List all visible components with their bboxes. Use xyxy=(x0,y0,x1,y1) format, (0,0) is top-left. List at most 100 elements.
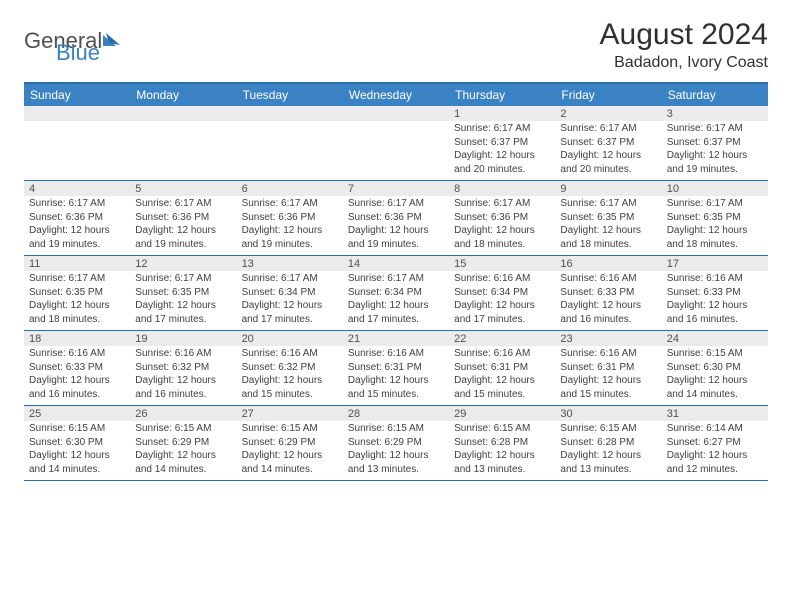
dow-tuesday: Tuesday xyxy=(237,84,343,106)
dow-thursday: Thursday xyxy=(449,84,555,106)
sunrise-text: Sunrise: 6:17 AM xyxy=(135,197,231,211)
day-number xyxy=(343,106,449,121)
sunrise-text: Sunrise: 6:15 AM xyxy=(348,422,444,436)
location: Badadon, Ivory Coast xyxy=(600,54,768,72)
day-number: 17 xyxy=(662,256,768,271)
day-cell xyxy=(237,121,343,180)
day-cell: Sunrise: 6:17 AMSunset: 6:37 PMDaylight:… xyxy=(449,121,555,180)
day-cell: Sunrise: 6:16 AMSunset: 6:31 PMDaylight:… xyxy=(449,346,555,405)
sunset-text: Sunset: 6:31 PM xyxy=(348,361,444,375)
day-number: 11 xyxy=(24,256,130,271)
day-cell xyxy=(130,121,236,180)
sunrise-text: Sunrise: 6:17 AM xyxy=(667,122,763,136)
dow-wednesday: Wednesday xyxy=(343,84,449,106)
sunrise-text: Sunrise: 6:17 AM xyxy=(667,197,763,211)
sunset-text: Sunset: 6:35 PM xyxy=(667,211,763,225)
day-number: 31 xyxy=(662,406,768,421)
day-cell: Sunrise: 6:16 AMSunset: 6:33 PMDaylight:… xyxy=(555,271,661,330)
sunset-text: Sunset: 6:35 PM xyxy=(560,211,656,225)
day-cell: Sunrise: 6:15 AMSunset: 6:28 PMDaylight:… xyxy=(449,421,555,480)
daylight-text: Daylight: 12 hours and 14 minutes. xyxy=(29,449,125,476)
sunrise-text: Sunrise: 6:16 AM xyxy=(560,347,656,361)
sunset-text: Sunset: 6:34 PM xyxy=(348,286,444,300)
day-number: 20 xyxy=(237,331,343,346)
daylight-text: Daylight: 12 hours and 18 minutes. xyxy=(560,224,656,251)
day-cell: Sunrise: 6:14 AMSunset: 6:27 PMDaylight:… xyxy=(662,421,768,480)
day-number: 26 xyxy=(130,406,236,421)
day-cell: Sunrise: 6:17 AMSunset: 6:34 PMDaylight:… xyxy=(237,271,343,330)
day-cell: Sunrise: 6:17 AMSunset: 6:37 PMDaylight:… xyxy=(555,121,661,180)
sunrise-text: Sunrise: 6:16 AM xyxy=(560,272,656,286)
day-number: 16 xyxy=(555,256,661,271)
day-number: 21 xyxy=(343,331,449,346)
sunrise-text: Sunrise: 6:17 AM xyxy=(560,197,656,211)
daylight-text: Daylight: 12 hours and 13 minutes. xyxy=(348,449,444,476)
day-cell: Sunrise: 6:17 AMSunset: 6:36 PMDaylight:… xyxy=(24,196,130,255)
day-number: 22 xyxy=(449,331,555,346)
sunrise-text: Sunrise: 6:16 AM xyxy=(348,347,444,361)
day-cell: Sunrise: 6:16 AMSunset: 6:31 PMDaylight:… xyxy=(555,346,661,405)
week-row: 18192021222324Sunrise: 6:16 AMSunset: 6:… xyxy=(24,331,768,406)
day-cell: Sunrise: 6:16 AMSunset: 6:33 PMDaylight:… xyxy=(24,346,130,405)
week-row: 25262728293031Sunrise: 6:15 AMSunset: 6:… xyxy=(24,406,768,481)
daylight-text: Daylight: 12 hours and 13 minutes. xyxy=(454,449,550,476)
calendar-page: General Blue August 2024 Badadon, Ivory … xyxy=(0,0,792,481)
sunrise-text: Sunrise: 6:17 AM xyxy=(135,272,231,286)
day-number: 2 xyxy=(555,106,661,121)
week-row: 123Sunrise: 6:17 AMSunset: 6:37 PMDaylig… xyxy=(24,106,768,181)
sunset-text: Sunset: 6:34 PM xyxy=(242,286,338,300)
sunrise-text: Sunrise: 6:15 AM xyxy=(135,422,231,436)
daylight-text: Daylight: 12 hours and 17 minutes. xyxy=(242,299,338,326)
day-cell: Sunrise: 6:16 AMSunset: 6:32 PMDaylight:… xyxy=(237,346,343,405)
sunset-text: Sunset: 6:33 PM xyxy=(667,286,763,300)
day-cell: Sunrise: 6:15 AMSunset: 6:29 PMDaylight:… xyxy=(237,421,343,480)
day-cell xyxy=(343,121,449,180)
day-cell: Sunrise: 6:17 AMSunset: 6:34 PMDaylight:… xyxy=(343,271,449,330)
daylight-text: Daylight: 12 hours and 20 minutes. xyxy=(560,149,656,176)
sunset-text: Sunset: 6:33 PM xyxy=(29,361,125,375)
logo-text-2: Blue xyxy=(56,40,100,66)
sunset-text: Sunset: 6:31 PM xyxy=(454,361,550,375)
daylight-text: Daylight: 12 hours and 15 minutes. xyxy=(560,374,656,401)
calendar: Sunday Monday Tuesday Wednesday Thursday… xyxy=(24,82,768,481)
day-number: 8 xyxy=(449,181,555,196)
sunset-text: Sunset: 6:32 PM xyxy=(242,361,338,375)
sunset-text: Sunset: 6:36 PM xyxy=(454,211,550,225)
day-cell: Sunrise: 6:17 AMSunset: 6:36 PMDaylight:… xyxy=(449,196,555,255)
day-number: 3 xyxy=(662,106,768,121)
sunset-text: Sunset: 6:28 PM xyxy=(560,436,656,450)
daylight-text: Daylight: 12 hours and 19 minutes. xyxy=(348,224,444,251)
day-cell: Sunrise: 6:16 AMSunset: 6:31 PMDaylight:… xyxy=(343,346,449,405)
sunset-text: Sunset: 6:32 PM xyxy=(135,361,231,375)
daylight-text: Daylight: 12 hours and 18 minutes. xyxy=(29,299,125,326)
day-number: 29 xyxy=(449,406,555,421)
day-cell: Sunrise: 6:17 AMSunset: 6:35 PMDaylight:… xyxy=(130,271,236,330)
sunset-text: Sunset: 6:27 PM xyxy=(667,436,763,450)
sunrise-text: Sunrise: 6:15 AM xyxy=(454,422,550,436)
sunrise-text: Sunrise: 6:15 AM xyxy=(242,422,338,436)
sunset-text: Sunset: 6:30 PM xyxy=(667,361,763,375)
dow-friday: Friday xyxy=(555,84,661,106)
daylight-text: Daylight: 12 hours and 19 minutes. xyxy=(135,224,231,251)
day-number: 15 xyxy=(449,256,555,271)
dow-sunday: Sunday xyxy=(24,84,130,106)
sunset-text: Sunset: 6:36 PM xyxy=(29,211,125,225)
sunset-text: Sunset: 6:30 PM xyxy=(29,436,125,450)
daylight-text: Daylight: 12 hours and 19 minutes. xyxy=(242,224,338,251)
weeks-container: 123Sunrise: 6:17 AMSunset: 6:37 PMDaylig… xyxy=(24,106,768,481)
sunset-text: Sunset: 6:34 PM xyxy=(454,286,550,300)
daylight-text: Daylight: 12 hours and 17 minutes. xyxy=(348,299,444,326)
day-number: 23 xyxy=(555,331,661,346)
header: General Blue August 2024 Badadon, Ivory … xyxy=(24,18,768,72)
day-number: 12 xyxy=(130,256,236,271)
daylight-text: Daylight: 12 hours and 15 minutes. xyxy=(454,374,550,401)
sunrise-text: Sunrise: 6:16 AM xyxy=(667,272,763,286)
sunrise-text: Sunrise: 6:17 AM xyxy=(454,197,550,211)
day-cell: Sunrise: 6:15 AMSunset: 6:29 PMDaylight:… xyxy=(130,421,236,480)
sunset-text: Sunset: 6:29 PM xyxy=(348,436,444,450)
day-number: 9 xyxy=(555,181,661,196)
sunset-text: Sunset: 6:35 PM xyxy=(135,286,231,300)
day-number: 5 xyxy=(130,181,236,196)
daylight-text: Daylight: 12 hours and 16 minutes. xyxy=(560,299,656,326)
day-cell: Sunrise: 6:17 AMSunset: 6:36 PMDaylight:… xyxy=(130,196,236,255)
